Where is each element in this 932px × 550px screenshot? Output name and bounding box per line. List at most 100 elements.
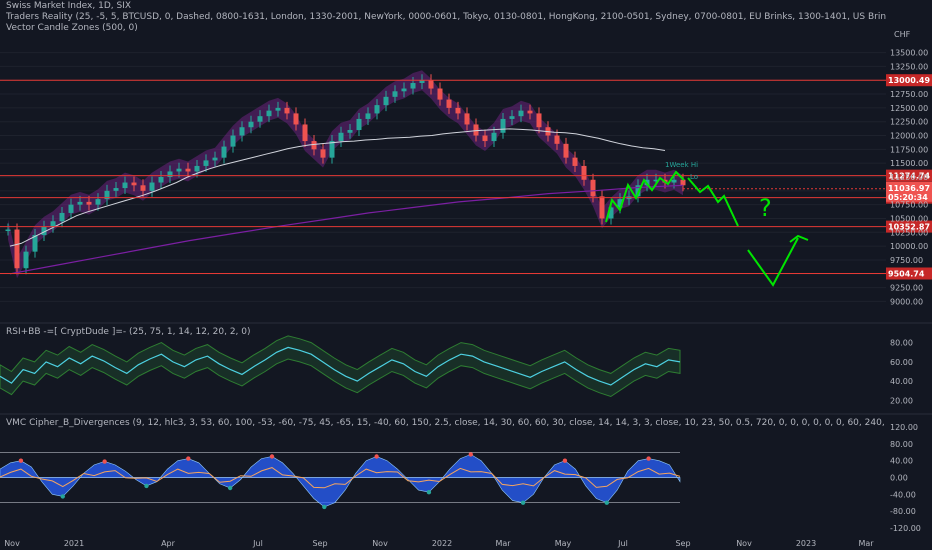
level-price-tag[interactable]: 10352.87 [886,220,932,233]
vmc-cross-dot [646,456,651,461]
level-price-tag[interactable]: 9504.74 [886,267,932,280]
candle [464,113,470,125]
level-tag-bg [886,220,932,233]
candle [356,118,362,130]
vmc-tick-label: 80.00 [890,440,913,449]
candle [95,199,101,205]
legend-indicator-traders-reality[interactable]: Traders Reality (25, -5, 5, BTCUSD, 0, D… [6,12,886,22]
candle [572,157,578,166]
candle [167,171,173,177]
level-price-tag[interactable]: 11274.74 [886,169,932,182]
candle [248,121,254,128]
vmc-cross-dot [186,456,191,461]
candle [149,182,155,191]
candle [14,229,20,269]
rsi-legend[interactable]: RSI+BB -=[ CryptDude ]=- (25, 75, 1, 14,… [6,327,251,337]
level-price-tag[interactable]: 13000.49 [886,74,932,87]
ema-band [8,70,683,279]
candle [230,135,236,147]
candle [347,130,353,133]
candle [581,165,587,180]
time-axis[interactable]: Nov 2021 Apr Jul Sep Nov 2022 Mar May Jul Sep Nov 20… [4,539,874,548]
vmc-wave-area [0,454,681,508]
candle [68,204,74,213]
candle [122,182,128,189]
time-tick-label: Nov [372,539,388,548]
candle [518,110,524,117]
candle [671,179,677,183]
vmc-tick-label: -120.00 [890,524,921,533]
currency-label: CHF [894,30,911,39]
level-tag-text: 10352.87 [888,223,930,232]
weekly-hi-label: 1Week Hi [665,161,698,169]
current-price-text: 11036.97 [888,184,930,193]
candle [113,188,119,191]
vmc-tick-label: 0.00 [890,474,908,483]
price-tick-label: 10500.00 [890,214,928,223]
rsi-tick-label: 60.00 [890,358,913,367]
legend-title[interactable]: Swiss Market Index, 1D, SIX [6,1,132,11]
time-tick-label: Sep [312,539,327,548]
candle [212,157,218,161]
drawn-path-v-bounce [747,234,809,287]
vmc-tick-label: 120.00 [890,423,918,432]
price-tick-label: 12750.00 [890,90,928,99]
candle [266,110,272,117]
price-tick-label: 13250.00 [890,62,928,71]
legend-indicator-vector-zones[interactable]: Vector Candle Zones (500, 0) [6,23,138,33]
candle [401,88,407,92]
candle [221,146,227,158]
question-mark-drawing[interactable]: ? [759,194,772,222]
time-tick-label: 2022 [432,539,452,548]
green-projection-drawing[interactable] [605,170,809,287]
candle [374,105,380,114]
candle [455,107,461,114]
price-tick-label: 9000.00 [890,297,923,306]
candle [509,116,515,119]
price-tick-label: 11250.00 [890,173,928,182]
price-tick-label: 13500.00 [890,49,928,58]
candle [176,168,182,172]
vmc-cross-dot [520,500,526,505]
candle [50,221,56,227]
price-axis[interactable]: 9000.00 9250.00 9750.00 10000.00 10250.00 105… [890,49,928,533]
level-tag-text: 13000.49 [888,76,930,85]
candle [77,201,83,205]
horizontal-levels[interactable]: 13000.4911274.7410876.4910352.879504.741… [0,74,932,280]
candle [140,185,146,191]
candle [527,110,533,114]
time-tick-label: Jul [252,539,263,548]
rsi-line [0,346,681,386]
price-tick-label: 9250.00 [890,284,923,293]
candle [59,212,65,222]
time-tick-label: Jul [617,539,628,548]
candle [23,251,29,269]
vmc-cross-dot [60,494,65,499]
time-tick-label: 2023 [796,539,816,548]
candle [599,196,605,219]
rsi-pane[interactable] [0,335,681,398]
vmc-legend[interactable]: VMC Cipher_B_Divergences (9, 12, hlc3, 3… [6,418,886,428]
candle [365,113,371,119]
vmc-tick-label: 40.00 [890,457,913,466]
level-tag-bg [886,169,932,182]
vmc-pane[interactable] [0,451,681,510]
price-tick-label: 11500.00 [890,159,928,168]
time-tick-label: Nov [736,539,752,548]
candle [32,235,38,252]
candle [311,141,317,150]
candle [482,135,488,142]
moving-average-white [9,128,666,247]
vmc-cross-dot [468,452,473,457]
candle [158,177,164,183]
vmc-tick-label: -80.00 [890,507,916,516]
price-tick-label: 12500.00 [890,104,928,113]
rsi-tick-label: 80.00 [890,339,913,348]
candle [680,179,686,186]
candle [491,132,497,142]
candle [383,96,389,106]
candle [419,80,425,83]
candle [194,165,200,172]
